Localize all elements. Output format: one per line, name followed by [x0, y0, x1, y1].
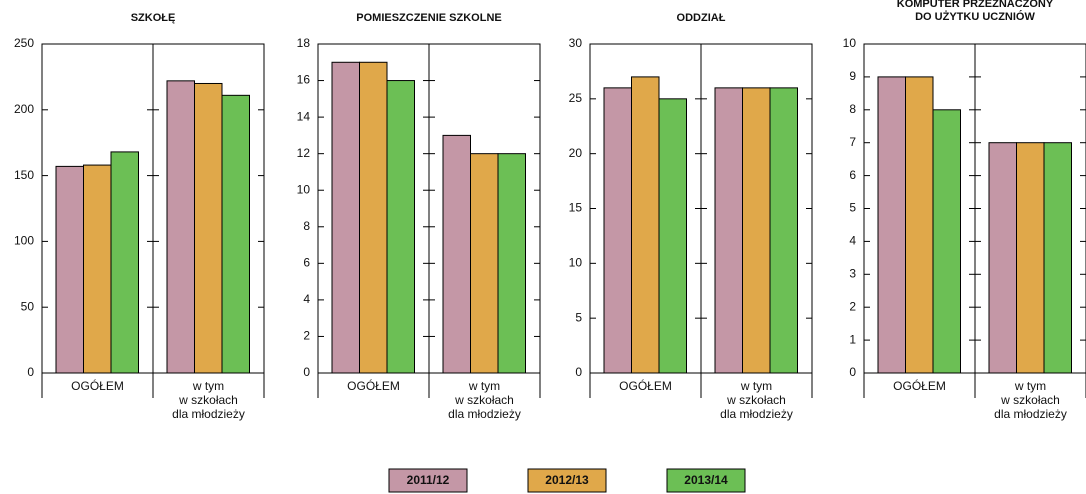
bar — [742, 87, 771, 374]
bar — [714, 87, 743, 374]
legend-label: 2011/12 — [407, 473, 450, 487]
y-tick-label: 6 — [303, 256, 310, 270]
bar — [603, 87, 632, 374]
x-tick-label: OGÓŁEM — [893, 378, 946, 393]
y-tick-label: 4 — [303, 292, 310, 306]
y-tick-label: 250 — [14, 36, 34, 50]
chart-title: POMIESZCZENIE SZKOLNE — [356, 12, 501, 24]
bar — [769, 87, 798, 374]
x-tick-label: w tym w szkołach dla młodzieży — [172, 379, 245, 421]
bar — [658, 98, 687, 374]
y-tick-label: 3 — [849, 266, 856, 280]
bar — [631, 76, 660, 374]
y-tick-label: 1 — [849, 332, 856, 346]
x-tick-label: w tym w szkołach dla młodzieży — [720, 379, 793, 421]
y-tick-label: 8 — [303, 219, 310, 233]
chart-title: SZKOŁĘ — [131, 12, 176, 24]
y-tick-label: 14 — [297, 109, 311, 123]
y-tick-label: 16 — [297, 73, 311, 87]
y-tick-label: 15 — [569, 201, 583, 215]
y-tick-label: 9 — [849, 69, 856, 83]
x-tick-label: OGÓŁEM — [619, 378, 672, 393]
bar — [470, 153, 499, 374]
bar — [497, 153, 526, 374]
y-tick-label: 8 — [849, 102, 856, 116]
y-tick-label: 0 — [27, 365, 34, 379]
legend-swatch — [388, 468, 468, 493]
bar — [988, 142, 1017, 374]
bar — [905, 76, 934, 374]
y-tick-label: 30 — [569, 36, 583, 50]
y-tick-label: 0 — [575, 365, 582, 379]
y-tick-label: 6 — [849, 168, 856, 182]
y-tick-label: 0 — [303, 365, 310, 379]
y-tick-label: 7 — [849, 135, 856, 149]
y-tick-label: 18 — [297, 36, 311, 50]
y-tick-label: 4 — [849, 234, 856, 248]
bar — [442, 134, 471, 374]
y-tick-label: 2 — [303, 329, 310, 343]
legend-label: 2012/13 — [545, 473, 589, 487]
y-tick-label: 100 — [14, 234, 34, 248]
y-tick-label: 150 — [14, 168, 34, 182]
bar — [55, 165, 84, 374]
y-tick-label: 5 — [849, 201, 856, 215]
bar — [166, 80, 195, 374]
bar — [1043, 142, 1072, 374]
chart-title: KOMPUTER PRZEZNACZONY DO UŻYTKU UCZNIÓW — [897, 0, 1054, 23]
y-tick-label: 20 — [569, 146, 583, 160]
bar — [359, 61, 388, 374]
chart-title: ODDZIAŁ — [677, 12, 726, 24]
bar — [877, 76, 906, 374]
legend-swatch — [527, 468, 607, 493]
bar — [1016, 142, 1045, 374]
x-tick-label: OGÓŁEM — [347, 378, 400, 393]
legend-swatch — [666, 468, 746, 493]
bar — [110, 151, 139, 374]
y-tick-label: 10 — [843, 36, 857, 50]
y-tick-label: 25 — [569, 91, 583, 105]
bar — [932, 109, 961, 374]
y-tick-label: 10 — [297, 182, 311, 196]
x-tick-label: w tym w szkołach dla młodzieży — [448, 379, 521, 421]
y-tick-label: 5 — [575, 310, 582, 324]
bar — [194, 82, 223, 374]
y-tick-label: 50 — [21, 299, 35, 313]
legend-label: 2013/14 — [684, 473, 728, 487]
y-tick-label: 200 — [14, 102, 34, 116]
bar — [221, 94, 250, 374]
y-tick-label: 12 — [297, 146, 311, 160]
bar — [386, 80, 415, 374]
x-tick-label: OGÓŁEM — [71, 378, 124, 393]
x-tick-label: w tym w szkołach dla młodzieży — [994, 379, 1067, 421]
bar — [83, 164, 112, 374]
y-tick-label: 10 — [569, 256, 583, 270]
y-tick-label: 0 — [849, 365, 856, 379]
bar — [331, 61, 360, 374]
y-tick-label: 2 — [849, 299, 856, 313]
